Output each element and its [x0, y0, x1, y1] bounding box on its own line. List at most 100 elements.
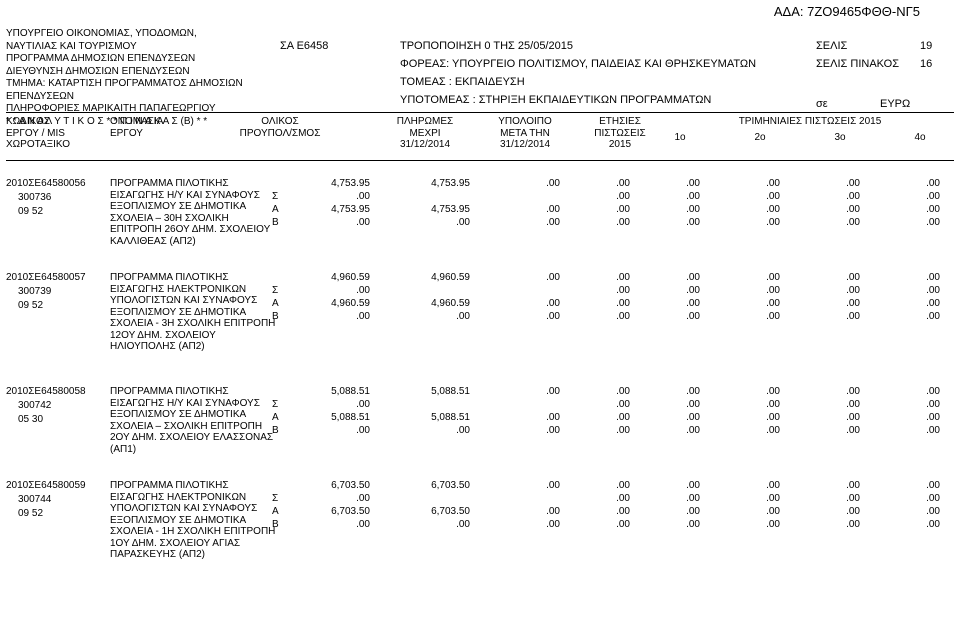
value-cell: .00	[810, 480, 860, 491]
value-cell: .00	[400, 519, 470, 530]
value-cell: .00	[400, 311, 470, 322]
tomeas: ΤΟΜΕΑΣ : ΕΚΠΑΙΔΕΥΣΗ	[400, 76, 525, 88]
value-cell: .00	[580, 217, 630, 228]
value-cell: .00	[810, 217, 860, 228]
project-subcode1: 300742	[18, 400, 98, 411]
value-cell: .00	[300, 191, 370, 202]
page: { "ada": "ΑΔΑ: 7ΖΟ9465ΦΘΘ-ΝΓ5", "header"…	[0, 0, 960, 618]
value-cell: .00	[730, 217, 780, 228]
currency: ΕΥΡΩ	[880, 98, 910, 110]
row-label-sigma: Σ	[272, 493, 282, 504]
project-code: 2010ΣΕ64580057	[6, 272, 106, 283]
value-cell: .00	[650, 386, 700, 397]
value-cell: .00	[730, 272, 780, 283]
value-cell: .00	[500, 412, 560, 423]
col-q4: 4ο	[900, 132, 940, 143]
value-cell: .00	[580, 412, 630, 423]
value-cell: .00	[810, 399, 860, 410]
value-cell: 4,960.59	[300, 298, 370, 309]
value-cell: .00	[580, 272, 630, 283]
value-cell: 6,703.50	[400, 506, 470, 517]
value-cell: .00	[890, 191, 940, 202]
row-label-beta: Β	[272, 519, 282, 530]
col-q2: 2ο	[740, 132, 780, 143]
value-cell: .00	[500, 519, 560, 530]
project-subcode1: 300744	[18, 494, 98, 505]
col-code: ΚΩΔΙΚΟΣ ΕΡΓΟΥ / MIS ΧΩΡΟΤΑΞΙΚΟ	[6, 116, 96, 151]
col-remain: ΥΠΟΛΟΙΠΟ ΜΕΤΑ ΤΗΝ 31/12/2014	[480, 116, 570, 151]
value-cell: .00	[580, 506, 630, 517]
value-cell: .00	[730, 204, 780, 215]
value-cell: .00	[890, 311, 940, 322]
value-cell: .00	[580, 311, 630, 322]
value-cell: 6,703.50	[400, 480, 470, 491]
page-number: 19	[920, 40, 932, 52]
value-cell: .00	[810, 178, 860, 189]
value-cell: .00	[650, 298, 700, 309]
value-cell: .00	[890, 272, 940, 283]
value-cell: 4,960.59	[400, 272, 470, 283]
value-cell: .00	[650, 178, 700, 189]
page-label: ΣΕΛΙΣ	[816, 40, 847, 52]
value-cell: .00	[650, 191, 700, 202]
project-title: ΠΡΟΓΡΑΜΜΑ ΠΙΛΟΤΙΚΗΣ ΕΙΣΑΓΩΓΗΣ Η/Υ ΚΑΙ ΣΥ…	[110, 178, 280, 247]
project-code: 2010ΣΕ64580056	[6, 178, 106, 189]
value-cell: .00	[650, 311, 700, 322]
value-cell: .00	[890, 506, 940, 517]
value-cell: .00	[810, 311, 860, 322]
value-cell: .00	[500, 298, 560, 309]
value-cell: .00	[650, 285, 700, 296]
value-cell: .00	[500, 506, 560, 517]
value-cell: .00	[810, 493, 860, 504]
value-cell: .00	[890, 425, 940, 436]
value-cell: 4,960.59	[400, 298, 470, 309]
value-cell: .00	[730, 399, 780, 410]
value-cell: .00	[650, 399, 700, 410]
value-cell: .00	[300, 399, 370, 410]
value-cell: .00	[810, 425, 860, 436]
project-title: ΠΡΟΓΡΑΜΜΑ ΠΙΛΟΤΙΚΗΣ ΕΙΣΑΓΩΓΗΣ Η/Υ ΚΑΙ ΣΥ…	[110, 386, 280, 455]
value-cell: .00	[500, 217, 560, 228]
sa-code: ΣΑ Ε6458	[280, 40, 328, 52]
value-cell: .00	[730, 425, 780, 436]
value-cell: .00	[650, 204, 700, 215]
ypotomeas: ΥΠΟΤΟΜΕΑΣ : ΣΤΗΡΙΞΗ ΕΚΠΑΙΔΕΥΤΙΚΩΝ ΠΡΟΓΡΑ…	[400, 94, 711, 106]
value-cell: 5,088.51	[300, 386, 370, 397]
value-cell: .00	[730, 506, 780, 517]
value-cell: .00	[300, 493, 370, 504]
value-cell: .00	[580, 493, 630, 504]
value-cell: .00	[650, 480, 700, 491]
value-cell: .00	[580, 519, 630, 530]
project-title: ΠΡΟΓΡΑΜΜΑ ΠΙΛΟΤΙΚΗΣ ΕΙΣΑΓΩΓΗΣ ΗΛΕΚΤΡΟΝΙΚ…	[110, 480, 280, 561]
rule-top	[6, 112, 954, 113]
value-cell: .00	[650, 506, 700, 517]
project-subcode1: 300736	[18, 192, 98, 203]
value-cell: 4,960.59	[300, 272, 370, 283]
row-label-alpha: Α	[272, 412, 282, 423]
value-cell: 5,088.51	[300, 412, 370, 423]
value-cell: .00	[890, 399, 940, 410]
directorate: ΔΙΕΥΘΥΝΣΗ ΔΗΜΟΣΙΩΝ ΕΠΕΝΔΥΣΕΩΝ	[6, 66, 276, 79]
value-cell: .00	[810, 298, 860, 309]
value-cell: .00	[810, 204, 860, 215]
row-label-beta: Β	[272, 425, 282, 436]
table-page-label: ΣΕΛΙΣ ΠΙΝΑΚΟΣ	[816, 58, 899, 70]
value-cell: 4,753.95	[300, 178, 370, 189]
project-subcode2: 09 52	[18, 300, 98, 311]
value-cell: .00	[300, 425, 370, 436]
value-cell: .00	[400, 425, 470, 436]
value-cell: .00	[730, 298, 780, 309]
value-cell: 5,088.51	[400, 412, 470, 423]
program: ΠΡΟΓΡΑΜΜΑ ΔΗΜΟΣΙΩΝ ΕΠΕΝΔΥΣΕΩΝ	[6, 53, 276, 66]
row-label-alpha: Α	[272, 298, 282, 309]
row-label-alpha: Α	[272, 506, 282, 517]
value-cell: .00	[500, 204, 560, 215]
contact: ΠΛΗΡΟΦΟΡΙΕΣ ΜΑΡΙΚΑΙΤΗ ΠΑΠΑΓΕΩΡΓΙΟΥ	[6, 103, 276, 116]
value-cell: .00	[650, 412, 700, 423]
project-subcode1: 300739	[18, 286, 98, 297]
project-code: 2010ΣΕ64580059	[6, 480, 106, 491]
value-cell: .00	[730, 311, 780, 322]
value-cell: .00	[810, 285, 860, 296]
value-cell: .00	[300, 217, 370, 228]
project-code: 2010ΣΕ64580058	[6, 386, 106, 397]
